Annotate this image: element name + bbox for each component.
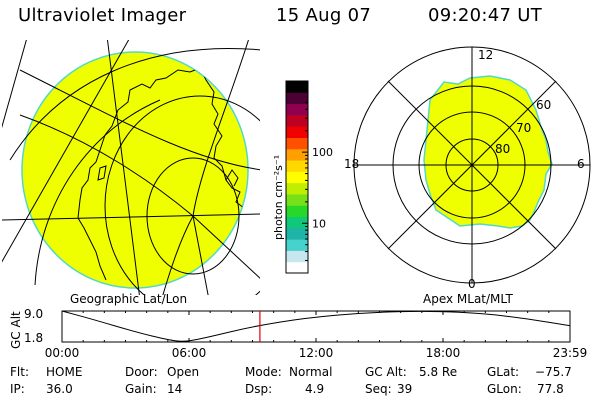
gain-status: Gain: 14 bbox=[125, 382, 183, 396]
colorbar-segment bbox=[286, 103, 308, 116]
longitude-line bbox=[192, 215, 260, 279]
door-status: Door: Open bbox=[125, 365, 200, 379]
longitude-line bbox=[106, 40, 140, 295]
mlt-label-0: 0 bbox=[468, 277, 476, 291]
latitude-circle bbox=[104, 95, 260, 295]
polar-mlat-mlt-panel: 12 0 18 6 60 70 80 bbox=[344, 46, 591, 291]
glon-status: GLon: 77.8 bbox=[487, 382, 564, 396]
polar-grid bbox=[353, 46, 591, 284]
geographic-label: Geographic Lat/Lon bbox=[70, 292, 188, 306]
colorbar-segment bbox=[286, 148, 308, 161]
ip-status: IP: 36.0 bbox=[10, 382, 73, 396]
app-title: Ultraviolet Imager bbox=[18, 5, 187, 26]
colorbar-segment bbox=[286, 160, 308, 172]
colorbar-segment bbox=[286, 114, 308, 127]
ytick-label-max: 9.0 bbox=[24, 307, 43, 321]
date-label: 15 Aug 07 bbox=[276, 5, 372, 26]
colorbar-tick-label: 100 bbox=[312, 146, 333, 159]
colorbar-segment bbox=[286, 239, 308, 251]
xtick-label: 18:00 bbox=[426, 346, 461, 360]
time-label: 09:20:47 UT bbox=[428, 5, 543, 26]
glat-status: GLat: −75.7 bbox=[487, 365, 572, 379]
longitude-line bbox=[19, 114, 194, 217]
colorbar-segment bbox=[286, 126, 308, 138]
longitude-line bbox=[192, 40, 249, 217]
flight-status: Flt: HOME bbox=[10, 365, 83, 379]
colorbar-segment bbox=[286, 227, 308, 240]
latitude-arc bbox=[9, 48, 260, 161]
mode-status: Mode: Normal bbox=[245, 365, 333, 379]
geographic-image-panel bbox=[2, 40, 260, 295]
longitude-line bbox=[192, 215, 209, 295]
longitude-line bbox=[162, 215, 194, 295]
dsp-status: Dsp: 4.9 bbox=[245, 382, 325, 396]
xtick-label: 00:00 bbox=[45, 346, 80, 360]
colorbar-segment bbox=[286, 182, 308, 195]
geographic-grid bbox=[2, 40, 260, 295]
mlat-label-60: 60 bbox=[536, 98, 551, 112]
colorbar-segment bbox=[286, 137, 308, 150]
colorbar-segment bbox=[286, 205, 308, 218]
colorbar-tick-label: 10 bbox=[312, 217, 326, 230]
uv-emission-disc bbox=[21, 51, 249, 289]
coastline bbox=[77, 134, 107, 281]
xtick-label: 06:00 bbox=[172, 346, 207, 360]
colorbar-unit-label: photon cm⁻²s⁻¹ bbox=[272, 155, 285, 240]
mlt-label-12: 12 bbox=[478, 48, 493, 62]
colorbar: photon cm⁻²s⁻¹ 100 10 bbox=[272, 80, 333, 274]
altitude-strip-chart: GC Alt 9.0 1.8 00:00 06:00 12:00 18:00 23:59 bbox=[9, 307, 588, 360]
latitude-arc bbox=[34, 99, 161, 286]
longitude-line bbox=[19, 69, 260, 171]
longitude-line bbox=[2, 40, 130, 263]
gc-alt-status: GC Alt: 5.8 Re bbox=[365, 365, 458, 379]
colorbar-segment bbox=[286, 261, 308, 274]
latitude-circle bbox=[146, 157, 240, 275]
mlat-label-70: 70 bbox=[516, 121, 531, 135]
longitude-line bbox=[2, 40, 27, 129]
xtick-label: 12:00 bbox=[299, 346, 334, 360]
colorbar-segment bbox=[286, 81, 308, 93]
colorbar-segment bbox=[286, 216, 308, 229]
mlt-label-18: 18 bbox=[344, 157, 359, 171]
colorbar-segment bbox=[286, 171, 308, 184]
uv-auroral-region bbox=[423, 75, 553, 229]
colorbar-segment bbox=[286, 193, 308, 206]
coastline bbox=[97, 165, 107, 181]
colorbar-segment bbox=[286, 92, 308, 105]
seq-status: Seq: 39 bbox=[365, 382, 413, 396]
longitude-line bbox=[2, 213, 260, 221]
orbit-altitude-curve bbox=[61, 310, 570, 342]
coastline bbox=[225, 169, 239, 187]
polar-label: Apex MLat/MLT bbox=[423, 292, 513, 306]
ytick-label-min: 1.8 bbox=[24, 331, 43, 345]
mlt-label-6: 6 bbox=[577, 157, 585, 171]
altitude-axis-label: GC Alt bbox=[9, 311, 23, 349]
mlat-label-80: 80 bbox=[495, 142, 510, 156]
colorbar-segment bbox=[286, 250, 308, 263]
xtick-label: 23:59 bbox=[553, 346, 588, 360]
